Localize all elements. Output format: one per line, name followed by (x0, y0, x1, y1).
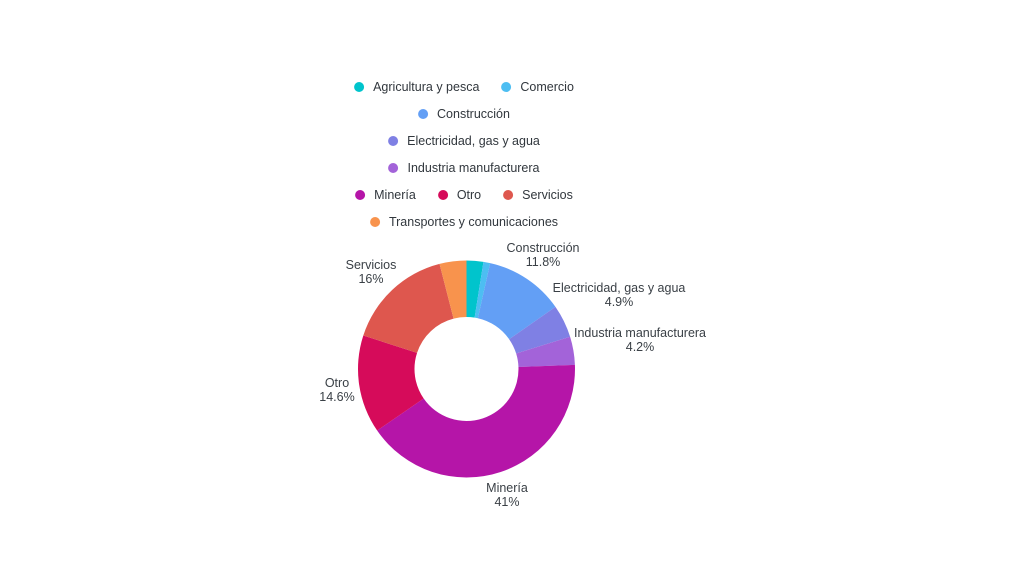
slice-label-name: Servicios (345, 258, 397, 272)
slice-label-percent: 11.8% (525, 255, 561, 269)
legend-item-agricultura-y-pesca[interactable]: Agricultura y pesca (354, 80, 479, 94)
legend-item-label: Otro (456, 187, 482, 202)
slice-label-name: Otro (324, 376, 350, 390)
legend-item-label: Minería (374, 187, 416, 202)
slice-label-servicios: Servicios 16% (346, 258, 397, 286)
legend-item-label: Electricidad, gas y agua (407, 133, 540, 148)
legend-item-construccion[interactable]: Construcción (418, 107, 510, 121)
slice-label-mineria: Minería 41% (486, 481, 528, 509)
pie-slice-electricidad-gas-y-agua[interactable] (509, 306, 571, 354)
legend-row-1: Agricultura y pesca Comercio (343, 78, 585, 95)
legend-marker-icon (418, 108, 429, 119)
legend-item-transportes-y-comunicaciones[interactable]: Transportes y comunicaciones (369, 214, 559, 229)
legend-item-label: Agricultura y pesca (373, 79, 480, 94)
legend-marker-icon (354, 81, 365, 92)
slice-label-electricidad-gas-y-agua: Electricidad, gas y agua 4.9% (553, 281, 686, 309)
slice-label-otro: Otro 14.6% (319, 376, 354, 404)
legend-item-label: Servicios (522, 187, 573, 202)
legend-row-2: Construcción (407, 105, 521, 122)
pie-slice-industria-manufacturera[interactable] (516, 336, 575, 368)
slice-label-name: Construcción (506, 241, 580, 255)
legend-marker-icon (355, 189, 366, 200)
legend-marker-icon (501, 81, 512, 92)
legend-item-label: Comercio (520, 79, 574, 94)
pie-slice-agricultura-y-pesca[interactable] (466, 260, 484, 318)
legend-item-mineria[interactable]: Minería (355, 188, 416, 202)
pie-slice-servicios[interactable] (363, 263, 454, 353)
legend-item-label: Construcción (437, 106, 510, 121)
pie-slice-mineria[interactable] (377, 364, 575, 478)
pie-slice-otro[interactable] (358, 335, 424, 431)
slice-label-percent: 41% (494, 495, 520, 509)
slice-label-name: Industria manufacturera (573, 326, 707, 340)
pie-slice-construccion[interactable] (477, 263, 556, 340)
legend-marker-icon (503, 189, 514, 200)
legend-row-5: Minería Otro Servicios (344, 186, 584, 203)
legend-item-label: Transportes y comunicaciones (388, 214, 559, 229)
legend-item-electricidad-gas-y-agua[interactable]: Electricidad, gas y agua (388, 134, 540, 148)
legend-item-industria-manufacturera[interactable]: Industria manufacturera (388, 160, 540, 175)
slice-label-name: Electricidad, gas y agua (552, 281, 686, 295)
pie-slice-comercio[interactable] (474, 261, 491, 319)
legend-marker-icon (388, 135, 399, 146)
legend-row-4: Industria manufacturera (377, 159, 550, 176)
legend-item-comercio[interactable]: Comercio (501, 80, 574, 94)
slice-label-percent: 4.9% (604, 295, 634, 309)
slice-label-name: Minería (486, 481, 528, 495)
legend-item-otro[interactable]: Otro (437, 187, 482, 202)
slice-label-industria-manufacturera: Industria manufacturera 4.2% (574, 326, 706, 354)
legend-row-6: Transportes y comunicaciones (359, 213, 569, 230)
slice-label-percent: 16% (358, 272, 384, 286)
chart-legend: Agricultura y pesca Comercio Construcción E… (343, 78, 585, 240)
pie-slice-transportes-y-comunicaciones[interactable] (439, 260, 467, 319)
legend-marker-icon (388, 162, 399, 173)
legend-row-3: Electricidad, gas y agua (377, 132, 551, 149)
slice-label-percent: 4.2% (625, 340, 655, 354)
slice-label-percent: 14.6% (319, 390, 355, 404)
legend-marker-icon (437, 189, 448, 200)
legend-item-servicios[interactable]: Servicios (503, 188, 573, 202)
legend-marker-icon (369, 216, 380, 227)
slice-label-construccion: Construcción 11.8% (507, 241, 580, 269)
legend-item-label: Industria manufacturera (407, 160, 540, 175)
